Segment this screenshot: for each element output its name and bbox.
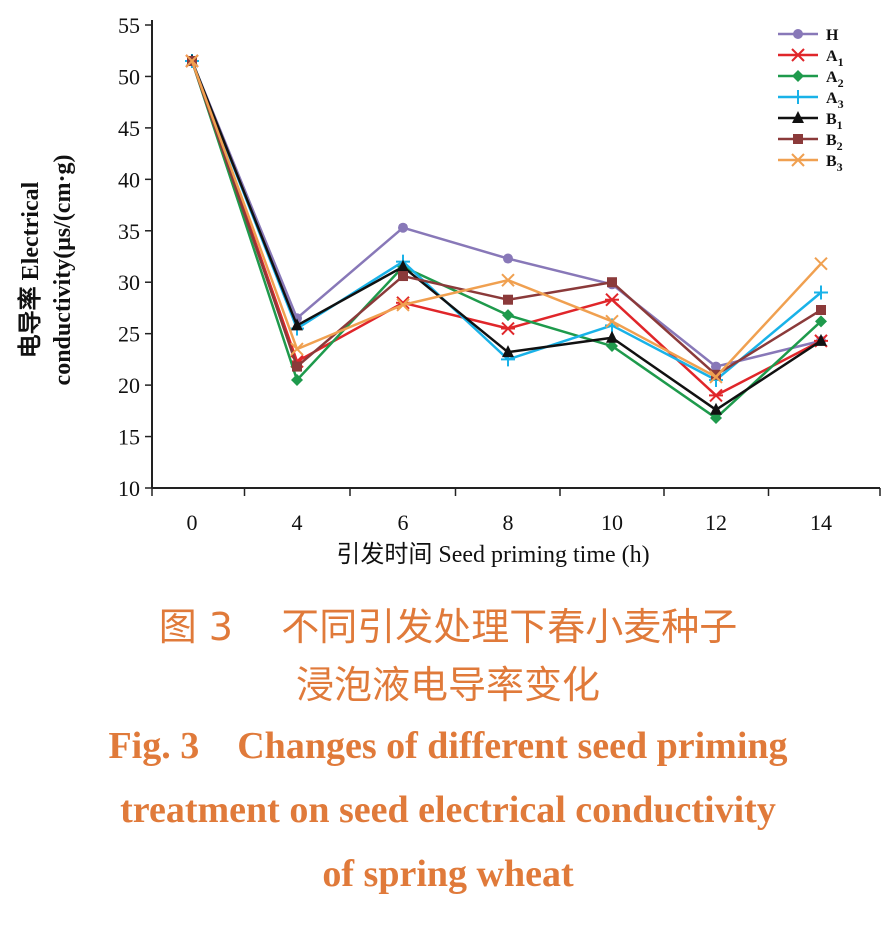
data-point-b3 [396, 298, 410, 312]
y-tick-label: 25 [118, 322, 140, 347]
y-tick-labels: 10 15 20 25 30 35 40 45 50 55 [118, 13, 140, 501]
x-tick-label: 8 [503, 510, 514, 535]
y-tick-label: 15 [118, 425, 140, 450]
series-a3 [185, 54, 828, 387]
legend-item-b3: B3 [778, 153, 843, 174]
legend-label-a1: A1 [826, 48, 844, 69]
series-layer [185, 54, 828, 425]
legend-label-b3: B3 [826, 153, 843, 174]
legend-item-a2: A2 [778, 69, 844, 90]
data-point-a2 [815, 315, 827, 328]
y-axis-title-line1: 电导率 Electrical [16, 181, 44, 358]
y-tick-label: 45 [118, 116, 140, 141]
figure-caption: 图 3 不同引发处理下春小麦种子 浸泡液电导率变化 Fig. 3 Changes… [0, 598, 896, 906]
data-point-b2 [816, 305, 826, 316]
legend-item-a3: A3 [778, 90, 844, 111]
data-point-b1 [606, 330, 618, 343]
x-tick-label: 6 [398, 510, 409, 535]
data-point-a2 [606, 340, 618, 353]
data-point-b2 [607, 277, 617, 288]
caption-en-line1: Fig. 3 Changes of different seed priming [108, 725, 788, 767]
legend-label-h: H [826, 27, 839, 44]
y-tick-label: 20 [118, 373, 140, 398]
legend-item-b1: B1 [778, 111, 843, 132]
y-tick-label: 55 [118, 13, 140, 38]
plot-area: 10 15 20 25 30 35 40 45 50 55 0 4 6 8 10 12 14 H A1 A2 A3 B… [16, 13, 881, 568]
data-point-a1 [501, 321, 515, 336]
data-point-a1 [709, 388, 723, 403]
x-tick-label: 10 [601, 510, 623, 535]
axes [145, 20, 881, 496]
y-axis-title-line2: conductivity(μs/(cm·g) [50, 155, 76, 386]
data-point-b3 [501, 273, 515, 287]
legend-label-a2: A2 [826, 69, 844, 90]
data-point-a2 [710, 412, 722, 425]
data-point-b2 [398, 271, 408, 282]
x-tick-label: 14 [810, 510, 832, 535]
caption-en-line3: of spring wheat [322, 853, 574, 895]
y-tick-label: 30 [118, 270, 140, 295]
data-point-a2 [502, 309, 514, 322]
x-tick-labels: 0 4 6 8 10 12 14 [187, 510, 833, 535]
data-point-b3 [709, 370, 723, 384]
y-tick-label: 35 [118, 219, 140, 244]
x-axis-title: 引发时间 Seed priming time (h) [336, 541, 649, 568]
legend-label-a3: A3 [826, 90, 844, 111]
data-point-b3 [185, 54, 199, 68]
caption-cn-line2: 浸泡液电导率变化 [295, 663, 600, 707]
caption-en-line2: treatment on seed electrical conductivit… [120, 789, 776, 831]
data-point-b1 [710, 402, 722, 415]
legend-marker-b1 [792, 111, 804, 123]
legend-marker-h [793, 29, 803, 39]
data-point-a3 [814, 285, 828, 300]
y-tick-label: 40 [118, 167, 140, 192]
data-point-h [503, 253, 513, 264]
x-tick-label: 12 [705, 510, 727, 535]
data-point-b1 [397, 259, 409, 272]
y-tick-label: 10 [118, 476, 140, 501]
x-tick-label: 0 [187, 510, 198, 535]
data-point-b3 [290, 342, 304, 356]
legend-marker-a1 [791, 48, 805, 62]
data-point-b3 [814, 256, 828, 271]
legend-marker-a2 [792, 70, 804, 82]
legend-item-b2: B2 [778, 132, 843, 153]
data-point-b2 [292, 361, 302, 372]
data-point-b2 [503, 294, 513, 305]
legend-item-h: H [778, 27, 839, 44]
data-point-b1 [291, 318, 303, 331]
data-point-a1 [605, 293, 619, 307]
data-point-h [398, 222, 408, 233]
data-point-h [711, 361, 721, 372]
caption-cn-line1: 图 3 不同引发处理下春小麦种子 [158, 605, 738, 649]
legend-item-a1: A1 [778, 48, 844, 69]
legend-label-b2: B2 [826, 132, 843, 153]
legend-marker-a3 [791, 90, 805, 104]
legend-marker-b3 [791, 153, 805, 167]
data-point-b2 [711, 369, 721, 380]
data-point-b1 [502, 345, 514, 358]
legend-label-b1: B1 [826, 111, 843, 132]
y-tick-label: 50 [118, 64, 140, 89]
series-b3 [185, 54, 828, 384]
x-tick-label: 4 [292, 510, 303, 535]
legend-marker-b2 [793, 134, 803, 144]
data-point-b1 [815, 333, 827, 346]
data-point-b3 [605, 314, 619, 329]
data-point-a2 [291, 373, 303, 386]
